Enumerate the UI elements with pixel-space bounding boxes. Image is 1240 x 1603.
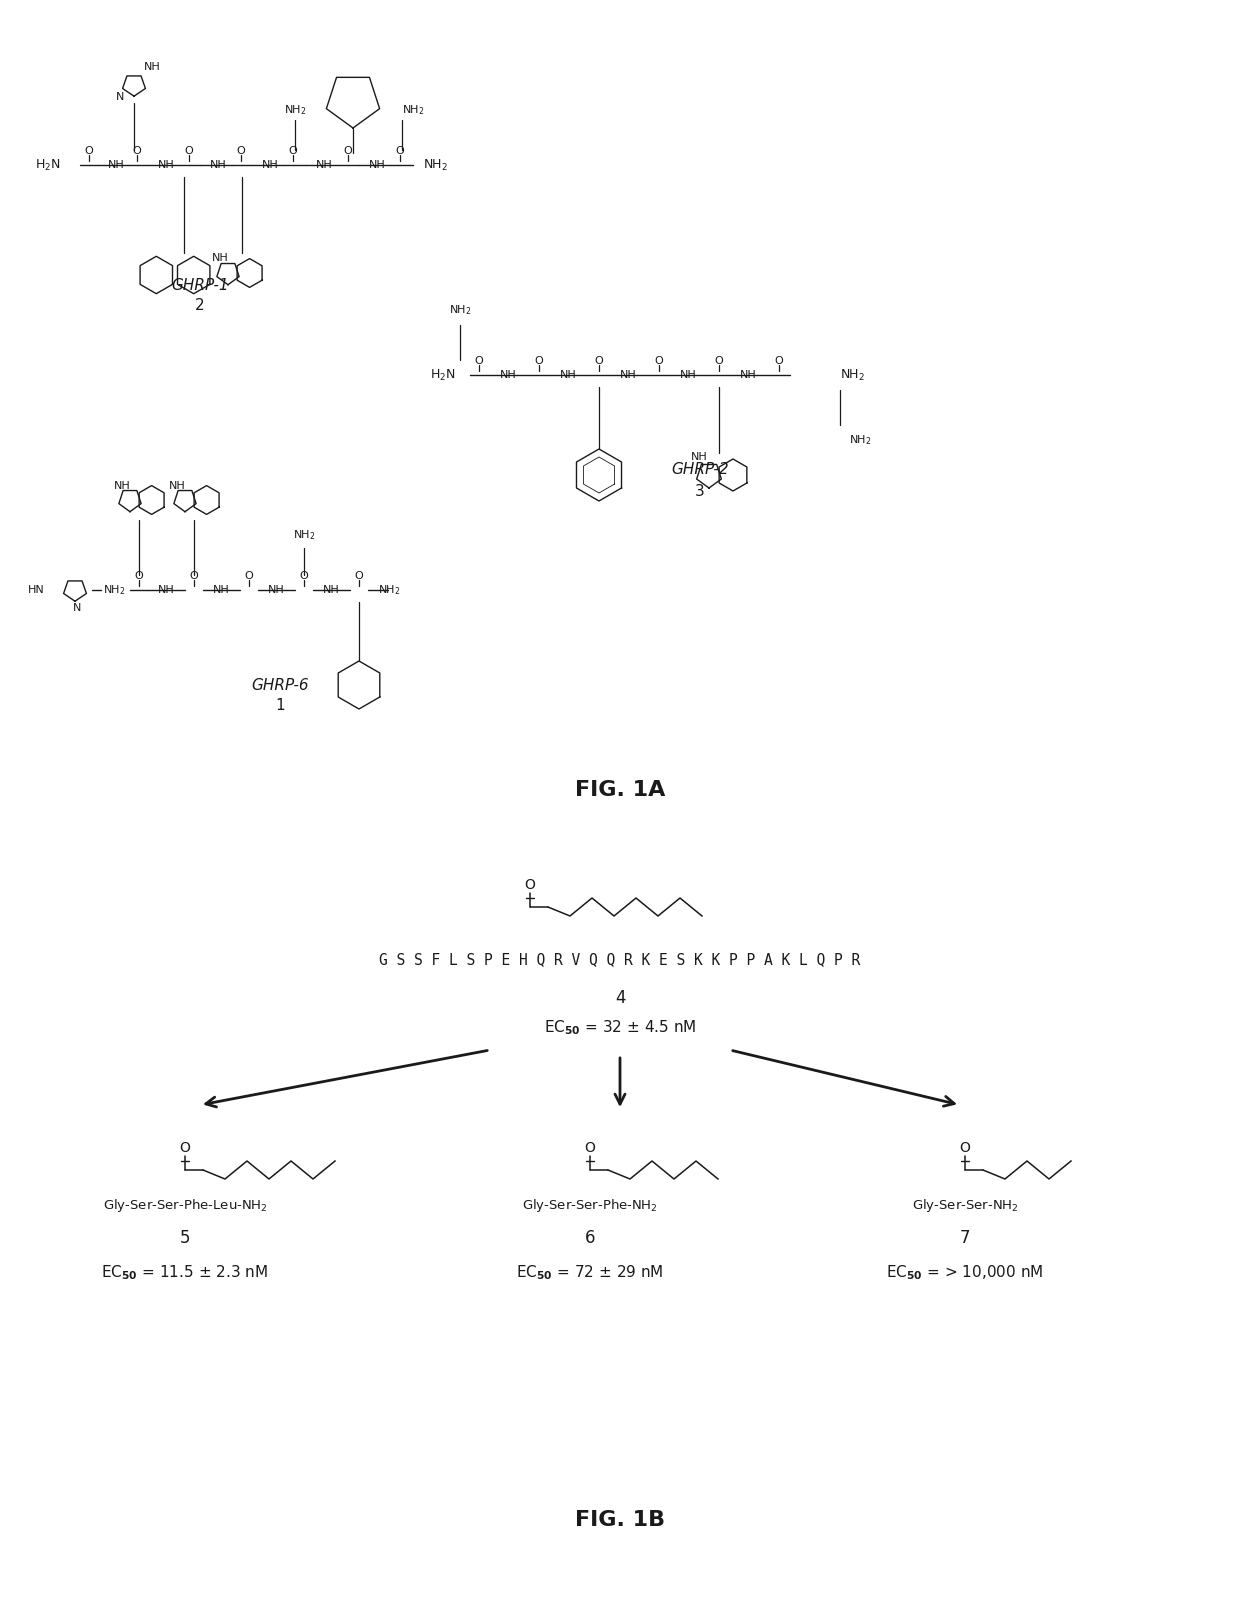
Text: Gly-Ser-Ser-NH$_2$: Gly-Ser-Ser-NH$_2$ — [911, 1197, 1018, 1215]
Text: O: O — [960, 1141, 971, 1156]
Text: NH: NH — [680, 370, 697, 380]
Text: NH: NH — [268, 585, 285, 595]
Text: 6: 6 — [585, 1230, 595, 1247]
Text: NH$_2$: NH$_2$ — [103, 583, 125, 596]
Text: NH: NH — [691, 452, 708, 462]
Text: O: O — [133, 146, 141, 155]
Text: NH: NH — [316, 160, 332, 170]
Text: O: O — [355, 571, 363, 580]
Text: NH: NH — [169, 481, 186, 491]
Text: NH$_2$: NH$_2$ — [848, 433, 872, 447]
Text: NH: NH — [144, 63, 161, 72]
Text: N: N — [73, 603, 81, 612]
Text: O: O — [775, 356, 784, 365]
Text: NH: NH — [740, 370, 756, 380]
Text: NH: NH — [322, 585, 340, 595]
Text: Gly-Ser-Ser-Phe-NH$_2$: Gly-Ser-Ser-Phe-NH$_2$ — [522, 1197, 658, 1215]
Text: NH: NH — [212, 253, 228, 263]
Text: NH: NH — [210, 160, 227, 170]
Text: 5: 5 — [180, 1230, 190, 1247]
Text: 7: 7 — [960, 1230, 970, 1247]
Text: 4: 4 — [615, 989, 625, 1007]
Text: O: O — [534, 356, 543, 365]
Text: NH: NH — [114, 481, 130, 491]
Text: NH$_2$: NH$_2$ — [378, 583, 401, 596]
Text: O: O — [343, 146, 352, 155]
Text: NH: NH — [620, 370, 637, 380]
Text: O: O — [190, 571, 198, 580]
Text: O: O — [584, 1141, 595, 1156]
Text: NH: NH — [262, 160, 279, 170]
Text: O: O — [185, 146, 193, 155]
Text: O: O — [475, 356, 484, 365]
Text: NH$_2$: NH$_2$ — [402, 103, 424, 117]
Text: NH: NH — [560, 370, 577, 380]
Text: NH: NH — [370, 160, 386, 170]
Text: GHRP-2: GHRP-2 — [671, 463, 729, 478]
Text: Gly-Ser-Ser-Phe-Leu-NH$_2$: Gly-Ser-Ser-Phe-Leu-NH$_2$ — [103, 1197, 268, 1215]
Text: O: O — [180, 1141, 191, 1156]
Text: NH: NH — [108, 160, 125, 170]
Text: O: O — [237, 146, 246, 155]
Text: EC$_{\mathbf{50}}$ = 32 $\pm$ 4.5 nM: EC$_{\mathbf{50}}$ = 32 $\pm$ 4.5 nM — [544, 1018, 696, 1037]
Text: 2: 2 — [195, 298, 205, 313]
Text: NH$_2$: NH$_2$ — [293, 527, 315, 542]
Text: NH: NH — [500, 370, 517, 380]
Text: GHRP-6: GHRP-6 — [252, 678, 309, 692]
Text: FIG. 1B: FIG. 1B — [575, 1510, 665, 1529]
Text: O: O — [244, 571, 253, 580]
Text: O: O — [396, 146, 404, 155]
Text: NH$_2$: NH$_2$ — [284, 103, 306, 117]
Text: H$_2$N: H$_2$N — [35, 157, 61, 173]
Text: O: O — [714, 356, 723, 365]
Text: G S S F L S P E H Q R V Q Q R K E S K K P P A K L Q P R: G S S F L S P E H Q R V Q Q R K E S K K … — [379, 952, 861, 968]
Text: O: O — [595, 356, 604, 365]
Text: FIG. 1A: FIG. 1A — [575, 781, 665, 800]
Text: 3: 3 — [696, 484, 704, 500]
Text: O: O — [525, 878, 536, 891]
Text: GHRP-1: GHRP-1 — [171, 277, 229, 292]
Text: N: N — [115, 91, 124, 103]
Text: O: O — [300, 571, 309, 580]
Text: O: O — [655, 356, 663, 365]
Text: NH: NH — [213, 585, 229, 595]
Text: O: O — [135, 571, 144, 580]
Text: HN: HN — [29, 585, 45, 595]
Text: NH: NH — [157, 585, 175, 595]
Text: NH: NH — [157, 160, 175, 170]
Text: EC$_{\mathbf{50}}$ = 11.5 $\pm$ 2.3 nM: EC$_{\mathbf{50}}$ = 11.5 $\pm$ 2.3 nM — [102, 1263, 269, 1282]
Text: O: O — [84, 146, 93, 155]
Text: O: O — [289, 146, 298, 155]
Text: NH$_2$: NH$_2$ — [449, 303, 471, 317]
Text: 1: 1 — [275, 699, 285, 713]
Text: EC$_{\mathbf{50}}$ = > 10,000 nM: EC$_{\mathbf{50}}$ = > 10,000 nM — [887, 1263, 1044, 1282]
Text: NH$_2$: NH$_2$ — [839, 367, 866, 383]
Text: H$_2$N: H$_2$N — [430, 367, 455, 383]
Text: NH$_2$: NH$_2$ — [423, 157, 448, 173]
Text: EC$_{\mathbf{50}}$ = 72 $\pm$ 29 nM: EC$_{\mathbf{50}}$ = 72 $\pm$ 29 nM — [516, 1263, 663, 1282]
